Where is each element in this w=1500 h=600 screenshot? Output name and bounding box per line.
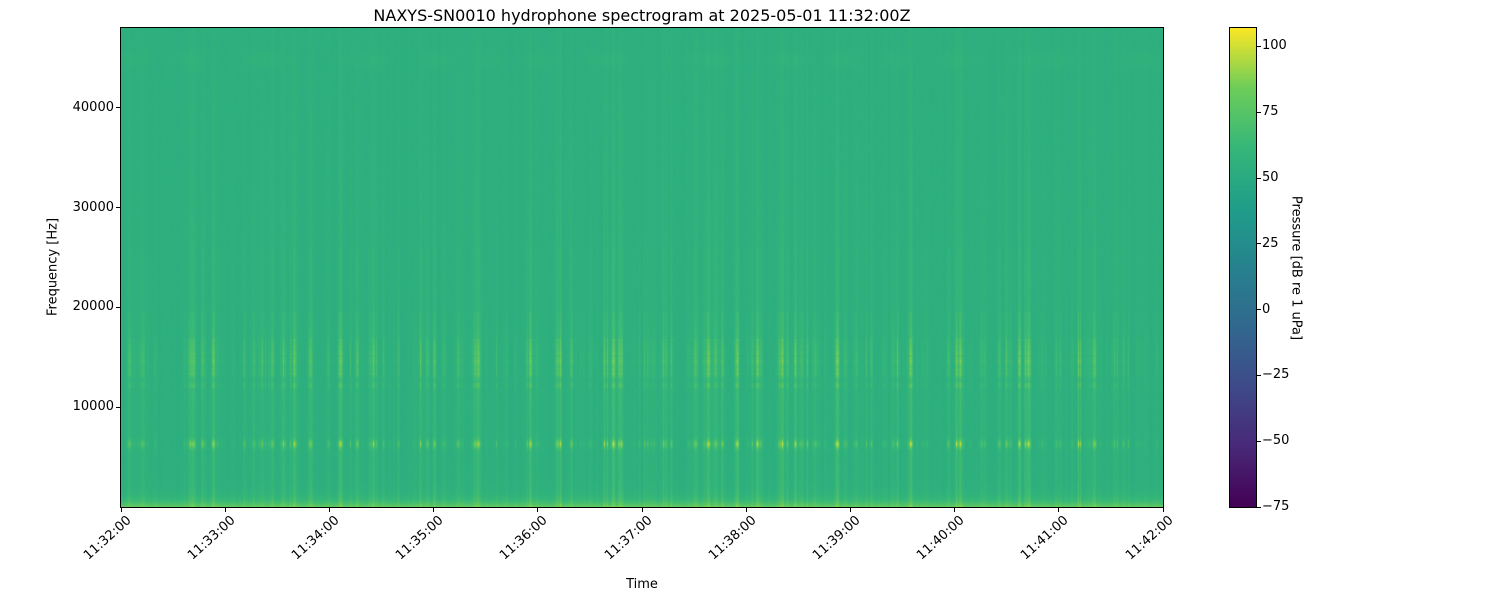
spectrogram-heatmap — [121, 28, 1163, 507]
x-tick-label: 11:35:00 — [393, 513, 447, 564]
colorbar-tick-mark — [1257, 45, 1261, 47]
chart-title: NAXYS-SN0010 hydrophone spectrogram at 2… — [373, 6, 911, 25]
colorbar-tick-label: 100 — [1262, 38, 1287, 54]
colorbar-tick-mark — [1257, 506, 1261, 508]
colorbar-tick-label: 0 — [1262, 301, 1271, 317]
y-tick-mark — [116, 207, 120, 209]
colorbar-tick-label: 75 — [1262, 104, 1279, 120]
y-tick-label: 30000 — [72, 199, 114, 215]
x-tick-mark — [745, 508, 747, 512]
colorbar-tick-label: −75 — [1262, 499, 1290, 514]
colorbar-tick-mark — [1257, 309, 1261, 311]
colorbar-tick-mark — [1257, 177, 1261, 179]
x-tick-label: 11:39:00 — [810, 513, 864, 564]
x-tick-mark — [537, 508, 539, 512]
colorbar-label: Pressure [dB re 1 uPa] — [1288, 195, 1304, 341]
y-tick-label: 40000 — [72, 99, 114, 115]
colorbar-gradient — [1230, 28, 1256, 507]
spectrogram-plot-area — [120, 27, 1164, 508]
y-tick-label: 20000 — [72, 299, 114, 315]
x-tick-mark — [641, 508, 643, 512]
colorbar-tick-label: −25 — [1262, 367, 1290, 383]
colorbar — [1229, 27, 1257, 508]
x-tick-label: 11:37:00 — [601, 513, 656, 564]
x-tick-mark — [328, 508, 330, 512]
x-tick-mark — [1058, 508, 1060, 512]
colorbar-tick-mark — [1257, 111, 1261, 113]
x-tick-label: 11:32:00 — [80, 513, 135, 564]
x-tick-mark — [954, 508, 956, 512]
y-tick-mark — [116, 107, 120, 109]
colorbar-tick-label: −50 — [1262, 433, 1290, 449]
x-tick-label: 11:34:00 — [289, 513, 343, 564]
x-tick-mark — [1162, 508, 1164, 512]
colorbar-tick-mark — [1257, 374, 1261, 376]
x-tick-mark — [224, 508, 226, 512]
y-tick-label: 10000 — [72, 399, 114, 415]
x-tick-label: 11:41:00 — [1018, 513, 1072, 564]
y-tick-mark — [116, 406, 120, 408]
x-tick-label: 11:33:00 — [184, 513, 239, 564]
x-tick-mark — [433, 508, 435, 512]
x-tick-label: 11:40:00 — [914, 513, 968, 564]
colorbar-tick-label: 50 — [1262, 170, 1279, 186]
x-tick-label: 11:36:00 — [497, 513, 551, 564]
x-tick-label: 11:42:00 — [1122, 513, 1177, 564]
x-axis-label: Time — [626, 577, 658, 592]
colorbar-tick-mark — [1257, 243, 1261, 245]
x-tick-mark — [120, 508, 122, 512]
x-tick-label: 11:38:00 — [705, 513, 760, 564]
colorbar-tick-mark — [1257, 440, 1261, 442]
x-tick-mark — [849, 508, 851, 512]
colorbar-tick-label: 25 — [1262, 235, 1279, 251]
y-tick-mark — [116, 306, 120, 308]
